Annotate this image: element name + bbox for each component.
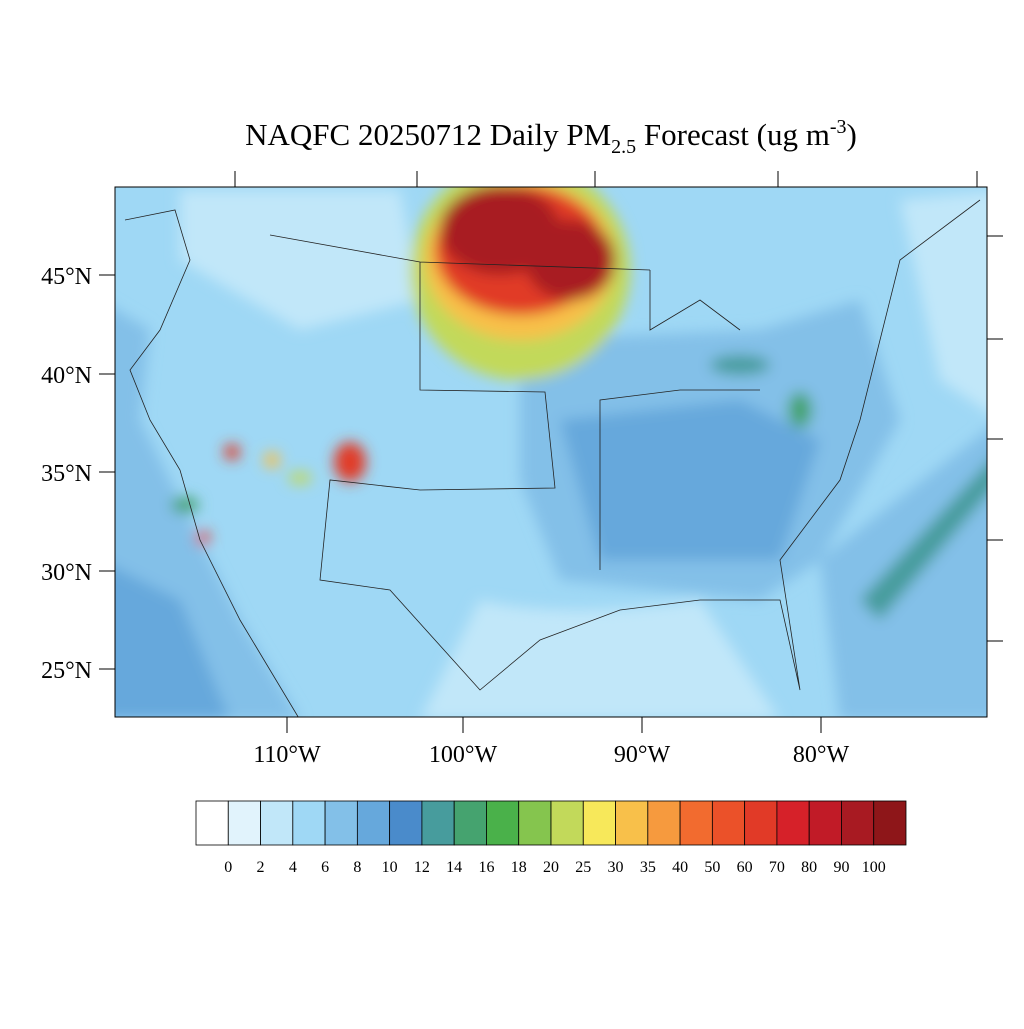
colorbar-box bbox=[260, 800, 294, 846]
colorbar-label: 10 bbox=[382, 859, 398, 876]
title-superscript: -3 bbox=[830, 116, 847, 138]
colorbar-box bbox=[808, 800, 842, 846]
colorbar-label: 40 bbox=[672, 859, 688, 876]
colorbar-label: 18 bbox=[511, 859, 527, 876]
title-end: ) bbox=[847, 117, 857, 152]
colorbar-box bbox=[227, 800, 261, 846]
political-boundaries bbox=[124, 199, 981, 717]
colorbar-label: 100 bbox=[862, 859, 886, 876]
colorbar-box bbox=[453, 800, 487, 846]
lat-label: 40°N bbox=[41, 363, 92, 389]
lon-label: 80°W bbox=[793, 742, 850, 768]
colorbar-box bbox=[389, 800, 423, 846]
colorbar-label: 6 bbox=[321, 859, 329, 876]
colorbar-label: 80 bbox=[801, 859, 817, 876]
lat-label: 30°N bbox=[41, 560, 92, 586]
colorbar-label: 90 bbox=[833, 859, 849, 876]
title: NAQFC 20250712 Daily PM2.5 Forecast (ug … bbox=[245, 116, 857, 158]
map-field bbox=[115, 187, 987, 717]
colorbar-box bbox=[518, 800, 552, 846]
title-rest: Forecast (ug m bbox=[636, 117, 830, 152]
colorbar-box bbox=[486, 800, 520, 846]
lon-label: 100°W bbox=[429, 742, 498, 768]
title-main: NAQFC 20250712 Daily PM bbox=[245, 117, 611, 152]
colorbar-label: 60 bbox=[737, 859, 753, 876]
axis-labels: 45°N 40°N 35°N 30°N 25°N 110°W 100°W 90°W 80°W bbox=[41, 264, 849, 768]
colorbar-label: 30 bbox=[608, 859, 624, 876]
colorbar-label: 8 bbox=[353, 859, 361, 876]
lon-label: 90°W bbox=[614, 742, 671, 768]
colorbar-box bbox=[550, 800, 584, 846]
colorbar-label: 70 bbox=[769, 859, 785, 876]
lat-label: 25°N bbox=[41, 658, 92, 684]
colorbar-box bbox=[421, 800, 455, 846]
frame-ticks bbox=[234, 171, 1003, 642]
colorbar-box bbox=[711, 800, 746, 846]
colorbar-label: 0 bbox=[224, 859, 232, 876]
colorbar-box bbox=[873, 800, 907, 846]
title-subscript: 2.5 bbox=[611, 136, 636, 158]
lat-label: 45°N bbox=[41, 264, 92, 290]
lat-label: 35°N bbox=[41, 461, 92, 487]
colorbar-box bbox=[615, 800, 649, 846]
colorbar-label: 4 bbox=[289, 859, 297, 876]
map-frame bbox=[114, 186, 988, 718]
colorbar-box bbox=[582, 800, 616, 846]
colorbar-label: 16 bbox=[478, 859, 494, 876]
colorbar-box bbox=[292, 800, 326, 846]
colorbar: 0 2 4 6 8 10 12 14 16 18 20 25 30 35 40 50 60 70 80 90 100 bbox=[195, 800, 907, 876]
colorbar-label: 25 bbox=[575, 859, 591, 876]
colorbar-box bbox=[744, 800, 778, 846]
colorbar-label: 14 bbox=[446, 859, 462, 876]
lon-label: 110°W bbox=[253, 742, 321, 768]
colorbar-box bbox=[776, 800, 810, 846]
colorbar-box bbox=[324, 800, 358, 846]
colorbar-box bbox=[841, 800, 875, 846]
colorbar-box bbox=[356, 800, 391, 846]
colorbar-box bbox=[647, 800, 681, 846]
colorbar-box bbox=[195, 800, 229, 846]
colorbar-label: 35 bbox=[640, 859, 656, 876]
colorbar-label: 12 bbox=[414, 859, 430, 876]
colorbar-label: 50 bbox=[704, 859, 720, 876]
colorbar-label: 20 bbox=[543, 859, 559, 876]
colorbar-box bbox=[679, 800, 713, 846]
colorbar-label: 2 bbox=[257, 859, 265, 876]
concentration-field bbox=[115, 187, 987, 717]
